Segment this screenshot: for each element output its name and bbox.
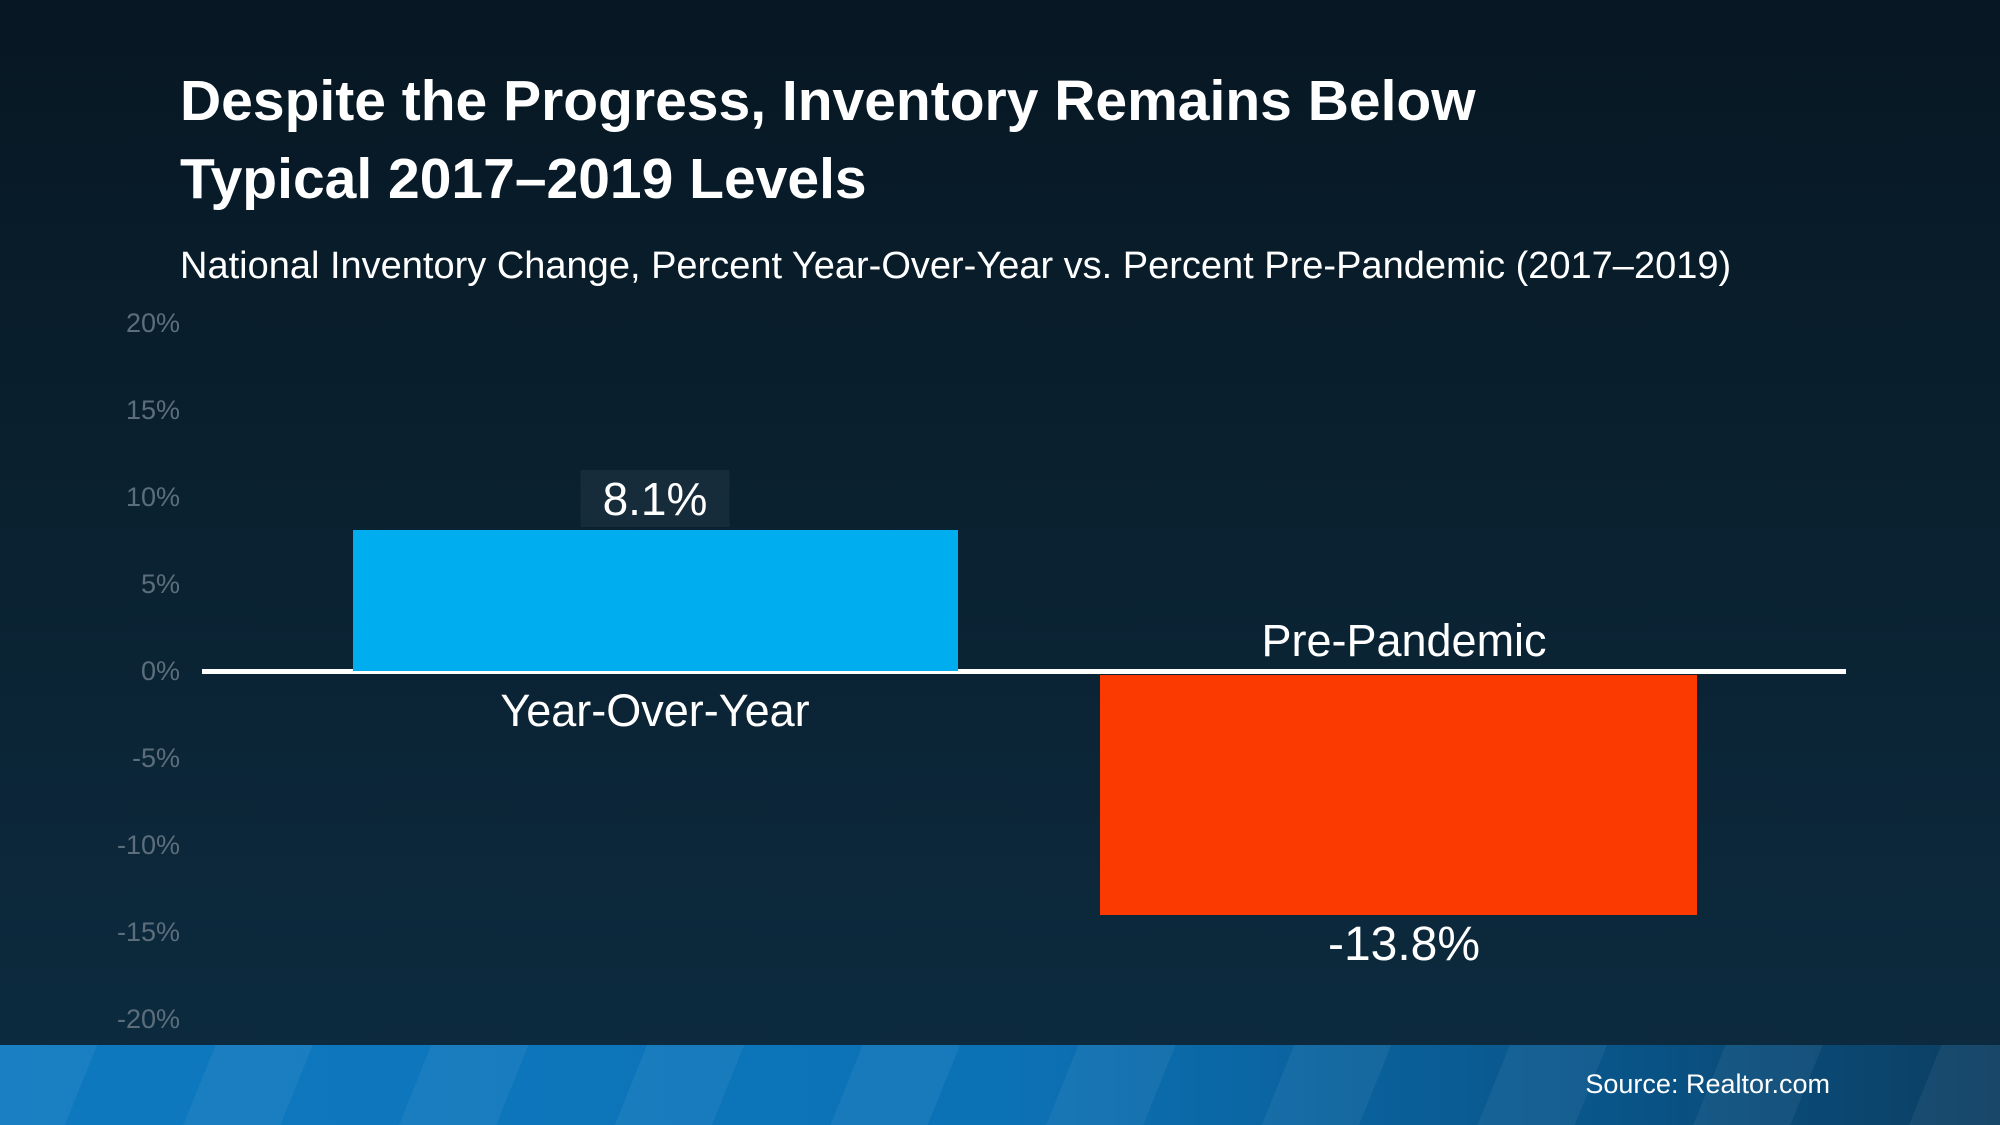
category-label-pre-pandemic: Pre-Pandemic <box>1261 615 1547 666</box>
value-label-pre-pandemic: -13.8% <box>1327 918 1481 971</box>
category-label-year-over-year: Year-Over-Year <box>500 685 810 736</box>
y-tick-label: 15% <box>125 395 180 425</box>
y-tick-label: 5% <box>140 569 180 599</box>
chart-title: Despite the Progress, Inventory Remains … <box>180 62 1476 218</box>
y-tick-label: -15% <box>116 917 180 947</box>
y-tick-label: -5% <box>131 743 180 773</box>
y-tick-label: 10% <box>125 482 180 512</box>
chart-title-line1: Despite the Progress, Inventory Remains … <box>180 69 1476 133</box>
chart-subtitle: National Inventory Change, Percent Year-… <box>180 245 1732 287</box>
y-tick-label: -20% <box>116 1004 180 1034</box>
zero-baseline-line <box>202 669 1846 674</box>
value-label-year-over-year: 8.1% <box>580 470 730 527</box>
y-tick-label: 20% <box>125 308 180 338</box>
source-attribution: Source: Realtor.com <box>1585 1069 1830 1099</box>
bar-pre-pandemic <box>1100 675 1697 915</box>
y-tick-label: -10% <box>116 830 180 860</box>
y-tick-label: 0% <box>140 656 180 686</box>
footer-bar: Source: Realtor.com <box>0 1045 2000 1125</box>
bar-year-over-year <box>353 530 958 671</box>
y-axis: 20% 15% 10% 5% 0% -5% -10% -15% -20% <box>0 0 180 1125</box>
chart-title-line2: Typical 2017–2019 Levels <box>180 147 867 211</box>
